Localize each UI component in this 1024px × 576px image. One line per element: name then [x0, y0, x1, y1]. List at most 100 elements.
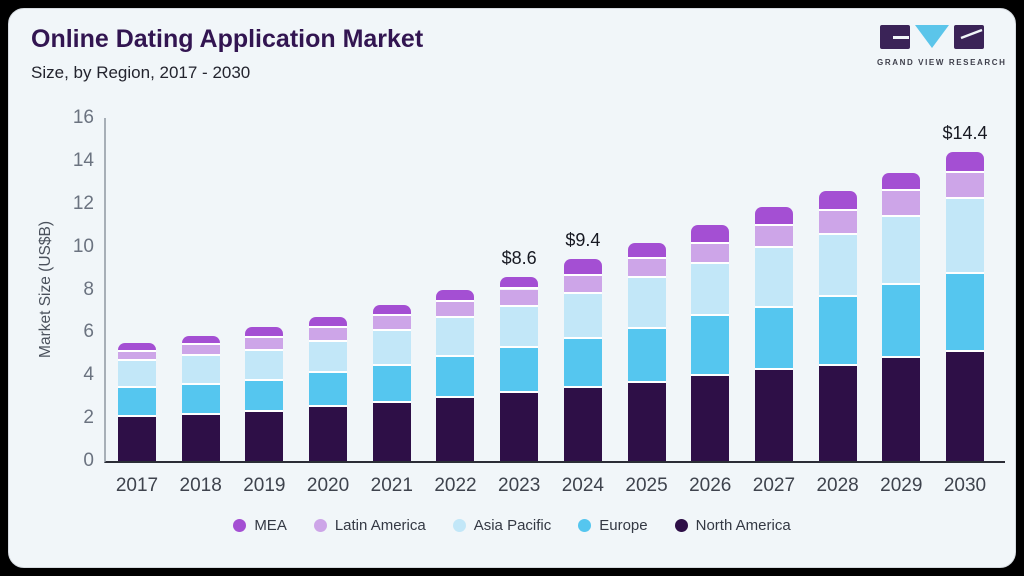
x-tick-label: 2022: [434, 475, 477, 496]
bar-segment-mea: [500, 276, 539, 290]
bar-segment-latin-america: [372, 316, 411, 332]
legend-item-north-america: North America: [674, 517, 791, 534]
bar-segment-latin-america: [436, 302, 475, 319]
y-tick-label: 4: [83, 364, 94, 386]
page-title: Online Dating Application Market: [31, 25, 424, 53]
y-tick-label: 6: [83, 321, 94, 343]
legend-swatch-icon: [233, 519, 247, 532]
bar-segment-latin-america: [309, 328, 348, 342]
value-annotation: $9.4: [565, 230, 601, 251]
gvr-logo-icon: [880, 25, 984, 49]
bar-segment-latin-america: [945, 172, 984, 200]
bar-segment-mea: [563, 259, 602, 276]
bar-segment-europe: [945, 274, 984, 352]
legend-label: Latin America: [334, 517, 426, 534]
bar-segment-north-america: [627, 382, 666, 461]
bar-segment-europe: [563, 338, 602, 389]
bar-segment-mea: [309, 317, 348, 329]
bar-segment-north-america: [563, 388, 602, 461]
bar-segment-asia-pacific: [882, 216, 921, 286]
x-tick-label: 2024: [561, 475, 604, 496]
bar-segment-asia-pacific: [691, 263, 730, 317]
legend-label: Europe: [599, 517, 648, 534]
bar-segment-asia-pacific: [627, 277, 666, 330]
page-subtitle: Size, by Region, 2017 - 2030: [31, 63, 251, 82]
x-tick-label: 2030: [943, 475, 987, 496]
bar-segment-asia-pacific: [372, 331, 411, 366]
bar-segment-latin-america: [118, 351, 156, 362]
bar-segment-mea: [118, 343, 156, 352]
bar-segment-europe: [181, 384, 220, 415]
x-tick-label: 2026: [689, 475, 732, 496]
bar-segment-europe: [754, 307, 793, 370]
value-annotation: $14.4: [942, 123, 988, 144]
bar-segment-north-america: [500, 393, 539, 461]
bar-segment-latin-america: [563, 275, 602, 294]
x-tick-label: 2025: [625, 475, 668, 496]
bar-segment-asia-pacific: [563, 293, 602, 339]
bar-segment-asia-pacific: [436, 318, 475, 358]
bar-segment-north-america: [309, 407, 348, 461]
value-annotation: $8.6: [501, 247, 537, 268]
y-tick-label: 10: [72, 235, 94, 257]
y-tick-label: 12: [72, 192, 94, 214]
bar-segment-latin-america: [882, 190, 921, 217]
bar-segment-mea: [436, 289, 475, 303]
bar-segment-europe: [372, 365, 411, 404]
bar-segment-asia-pacific: [118, 361, 156, 389]
bar-segment-latin-america: [818, 211, 857, 235]
bar-segment-latin-america: [181, 345, 220, 356]
grand-view-research-logo: GRAND VIEW RESEARCH: [877, 25, 1007, 67]
bar-segment-asia-pacific: [818, 234, 857, 297]
bar-segment-europe: [627, 329, 666, 383]
y-tick-label: 2: [83, 407, 94, 429]
bar-segment-north-america: [245, 411, 284, 461]
bar-segment-europe: [436, 357, 475, 398]
x-tick-label: 2023: [498, 475, 541, 496]
bar-segment-mea: [691, 225, 730, 245]
bar-segment-mea: [372, 304, 411, 317]
bar-segment-north-america: [882, 358, 921, 461]
x-tick-label: 2027: [752, 475, 796, 496]
bar-segment-north-america: [754, 369, 793, 461]
bar-segment-latin-america: [691, 244, 730, 264]
plot-area: 0 2 4 6 8 10 12 14 16 2017 2018 2019 2020 2021 2022 202…: [73, 108, 1005, 496]
bar-segment-north-america: [691, 376, 730, 461]
legend-item-mea: MEA: [233, 517, 287, 534]
bar-segment-europe: [818, 297, 857, 366]
gvr-logo-caption: GRAND VIEW RESEARCH: [877, 58, 1007, 67]
bar-segment-europe: [691, 316, 730, 377]
bar-segment-mea: [627, 243, 666, 260]
legend-item-latin-america: Latin America: [313, 517, 426, 534]
x-tick-label: 2017: [115, 475, 159, 496]
x-tick-label: 2019: [243, 475, 286, 496]
bar-segment-asia-pacific: [500, 306, 539, 349]
bar-segment-latin-america: [245, 337, 284, 351]
bar-segment-latin-america: [754, 226, 793, 248]
legend-label: North America: [695, 517, 791, 534]
report-card: Online Dating Application Market Size, b…: [8, 8, 1016, 568]
bar-segment-latin-america: [500, 289, 539, 307]
y-tick-label: 0: [83, 450, 94, 471]
legend-swatch-icon: [452, 519, 466, 532]
bar-segment-asia-pacific: [754, 247, 793, 308]
bar-segment-europe: [118, 388, 156, 418]
legend-label: MEA: [254, 517, 287, 534]
bar-segment-europe: [882, 285, 921, 359]
x-tick-label: 2020: [306, 475, 350, 496]
bar-segment-north-america: [181, 414, 220, 461]
x-tick-label: 2021: [370, 475, 413, 496]
bar-segment-mea: [754, 206, 793, 227]
legend-swatch-icon: [578, 519, 592, 532]
y-tick-label: 8: [83, 278, 94, 300]
bar-segment-mea: [818, 190, 857, 212]
bar-segment-mea: [181, 335, 220, 346]
bar-segment-north-america: [118, 417, 156, 461]
y-tick-label: 16: [72, 107, 94, 128]
bar-segment-asia-pacific: [181, 355, 220, 385]
x-tick-label: 2029: [880, 475, 923, 496]
legend-item-europe: Europe: [578, 517, 648, 534]
bar-segment-mea: [945, 152, 984, 173]
x-tick-label: 2018: [179, 475, 222, 496]
legend-swatch-icon: [313, 519, 327, 532]
